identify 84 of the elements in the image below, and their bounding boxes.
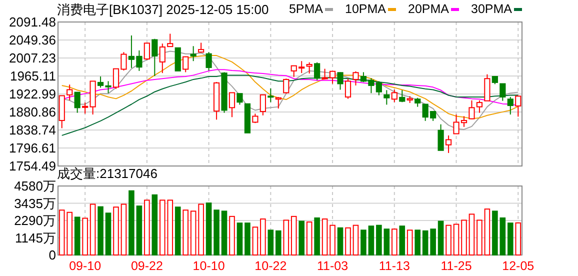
bar	[236, 222, 243, 256]
bar	[399, 226, 406, 256]
y-tick-label: 1838.74	[9, 122, 56, 138]
legend-label: 20PMA	[408, 2, 450, 16]
bar	[128, 190, 134, 256]
bar	[229, 216, 235, 256]
bar	[500, 217, 506, 256]
bar	[422, 230, 428, 256]
y-tick-label: 1922.99	[9, 86, 56, 102]
bar	[113, 206, 119, 256]
bar	[484, 208, 490, 256]
y-tick-label: 2049.36	[9, 32, 56, 48]
bar	[260, 218, 266, 256]
bar	[74, 216, 80, 256]
bar	[314, 217, 320, 256]
y-tick-label: 2007.23	[9, 50, 56, 66]
y-tick-label: 3435万	[14, 196, 56, 211]
bar	[283, 220, 290, 256]
bar	[290, 216, 297, 256]
chart-title: 消费电子[BK1037] 2025-12-05 15:00	[57, 2, 269, 17]
y-tick-label: 0	[48, 248, 56, 262]
bar	[360, 230, 366, 256]
x-tick-label: 11-03	[317, 259, 348, 273]
bar	[136, 206, 142, 256]
bar	[492, 210, 498, 256]
bar	[414, 230, 420, 256]
bar	[105, 212, 112, 256]
bar	[345, 227, 351, 256]
bar	[82, 218, 88, 256]
y-tick-label: 1754.49	[9, 158, 56, 174]
y-tick-label: 2091.48	[9, 14, 56, 30]
bar	[476, 220, 482, 256]
bar	[392, 228, 398, 256]
bar	[376, 224, 382, 256]
bar	[244, 222, 250, 256]
legend-label: 10PMA	[345, 2, 387, 16]
x-tick-label: 11-13	[378, 259, 410, 273]
bar	[98, 206, 104, 256]
y-tick-label: 4580万	[14, 178, 56, 194]
bar	[198, 204, 204, 256]
bar	[468, 214, 475, 256]
chart-title: 成交量:21317046	[57, 166, 158, 181]
bar	[276, 230, 282, 256]
bar	[190, 210, 196, 256]
x-tick-label: 09-10	[69, 259, 102, 273]
bar	[221, 210, 228, 256]
legend-label: 5PMA	[288, 2, 324, 16]
bar	[368, 226, 374, 256]
bar	[406, 230, 413, 256]
x-tick-label: 11-25	[440, 259, 472, 273]
bar	[182, 210, 188, 256]
x-tick-label: 12-05	[502, 259, 534, 273]
bar	[453, 224, 460, 256]
bar	[90, 204, 96, 256]
x-tick-label: 09-22	[130, 259, 163, 273]
x-tick-label: 10-22	[254, 259, 287, 273]
bar	[438, 220, 444, 256]
bar	[337, 227, 344, 256]
x-tick-label: 10-10	[192, 259, 225, 273]
y-tick-label: 2290万	[14, 213, 56, 228]
bar	[430, 228, 436, 256]
y-tick-label: 1965.11	[10, 68, 56, 84]
bar	[330, 224, 336, 256]
bar	[446, 224, 452, 256]
bar	[268, 230, 274, 256]
bar	[322, 218, 328, 256]
y-tick-label: 1145万	[15, 230, 56, 246]
bar	[352, 224, 359, 256]
bar	[508, 222, 514, 256]
y-tick-label: 1796.61	[9, 140, 56, 156]
legend-label: 30PMA	[471, 2, 513, 16]
bar	[174, 206, 181, 256]
bar	[252, 226, 258, 256]
bar	[298, 220, 304, 256]
bar	[120, 204, 127, 256]
bar	[206, 202, 212, 256]
bar	[214, 210, 220, 256]
bar	[306, 222, 312, 256]
bar	[152, 194, 158, 256]
bar	[461, 220, 467, 256]
bar	[515, 222, 522, 256]
y-tick-label: 1880.86	[9, 104, 56, 120]
bar	[144, 200, 150, 256]
bar	[384, 228, 390, 256]
